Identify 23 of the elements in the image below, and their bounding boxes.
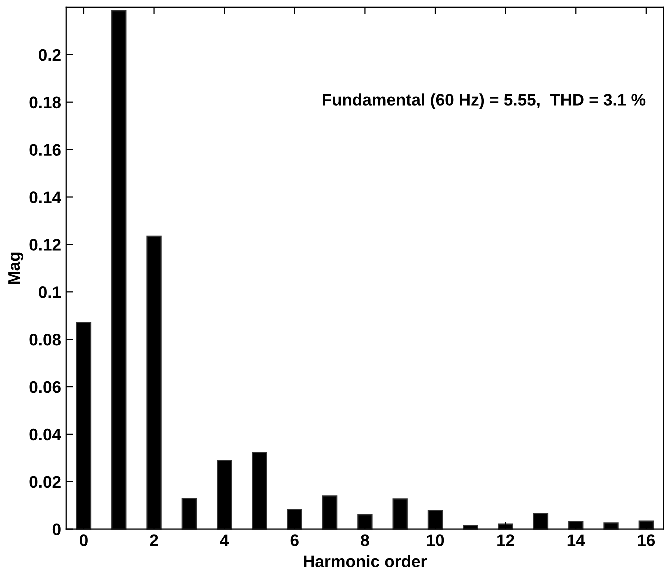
y-tick-label: 0.04	[30, 428, 62, 441]
x-tick-label: 6	[290, 534, 299, 546]
y-tick-label: 0.02	[30, 476, 61, 488]
x-tick-label: 8	[361, 534, 370, 546]
x-tick-label: 10	[427, 534, 444, 546]
y-axis-title: Mag	[8, 252, 24, 284]
x-tick-label: 14	[568, 534, 586, 546]
y-tick-label: 0.1	[39, 286, 62, 298]
x-tick-label: 4	[220, 534, 230, 546]
x-tick-label: 16	[638, 534, 656, 546]
y-tick-label: 0.12	[30, 239, 61, 251]
y-tick-label: 0.14	[30, 192, 62, 204]
x-tick-label: 12	[498, 534, 514, 546]
y-tick-label: 0.06	[30, 381, 61, 394]
x-axis-title: Harmonic order	[304, 555, 427, 568]
x-tick-label: 2	[150, 534, 158, 546]
y-tick-label: 0.16	[30, 144, 61, 156]
y-tick-label: 0.08	[30, 334, 62, 346]
x-tick-label: 0	[80, 534, 88, 546]
y-tick-label: 0	[52, 524, 61, 536]
y-tick-label: 0.18	[30, 96, 62, 109]
y-tick-label: 0.2	[39, 49, 61, 62]
annotation: Fundamental (60 Hz) = 5.55, THD = 3.1 %	[323, 94, 646, 110]
